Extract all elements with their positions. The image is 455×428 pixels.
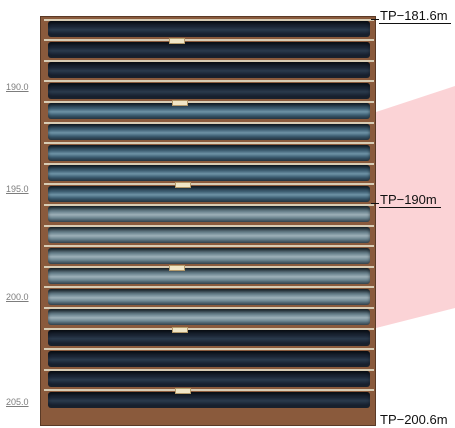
tp-middle-underline bbox=[379, 207, 441, 208]
highlight-wedge bbox=[376, 86, 455, 328]
core-row bbox=[48, 227, 370, 243]
core-row bbox=[48, 309, 370, 326]
depth-tick: 195.0 bbox=[6, 184, 29, 194]
core-row bbox=[48, 391, 370, 408]
tp-middle-leader bbox=[371, 203, 379, 204]
core-row bbox=[48, 62, 370, 79]
core-row bbox=[48, 206, 370, 223]
tp-middle-label: TP−190m bbox=[380, 192, 437, 207]
row-separator bbox=[44, 18, 374, 21]
core-row bbox=[48, 185, 370, 202]
row-separator bbox=[44, 245, 374, 248]
core-box bbox=[40, 16, 376, 426]
core-row bbox=[48, 21, 370, 37]
row-separator bbox=[44, 162, 374, 165]
row-separator bbox=[44, 224, 374, 227]
depth-tick: 190.0 bbox=[6, 82, 29, 92]
row-separator bbox=[44, 306, 374, 309]
core-row bbox=[48, 247, 370, 264]
row-separator bbox=[44, 389, 374, 392]
row-separator bbox=[44, 368, 374, 371]
depth-tick: 205.0 bbox=[6, 397, 29, 407]
tp-top-label: TP−181.6m bbox=[380, 8, 448, 23]
core-row bbox=[48, 124, 370, 140]
sample-tag bbox=[169, 264, 185, 271]
core-row bbox=[48, 371, 370, 388]
row-separator bbox=[44, 183, 374, 186]
core-row bbox=[48, 268, 370, 285]
sample-tag bbox=[169, 38, 185, 45]
sample-tag bbox=[172, 326, 188, 333]
row-separator bbox=[44, 265, 374, 268]
core-row bbox=[48, 144, 370, 161]
row-separator bbox=[44, 286, 374, 289]
tp-top-underline bbox=[379, 23, 451, 24]
row-separator bbox=[44, 327, 374, 330]
row-separator bbox=[44, 121, 374, 124]
core-row bbox=[48, 41, 370, 58]
row-separator bbox=[44, 100, 374, 103]
core-row bbox=[48, 330, 370, 346]
row-separator bbox=[44, 142, 374, 145]
sample-tag bbox=[175, 388, 191, 395]
row-separator bbox=[44, 203, 374, 206]
depth-tick: 200.0 bbox=[6, 292, 29, 302]
core-row bbox=[48, 165, 370, 182]
core-row bbox=[48, 103, 370, 120]
tp-top-leader bbox=[371, 19, 379, 20]
row-separator bbox=[44, 39, 374, 42]
sample-tag bbox=[172, 99, 188, 106]
core-row bbox=[48, 350, 370, 367]
tp-bottom-label: TP−200.6m bbox=[380, 412, 448, 427]
row-separator bbox=[44, 59, 374, 62]
core-row bbox=[48, 82, 370, 99]
row-separator bbox=[44, 80, 374, 83]
sample-tag bbox=[175, 182, 191, 189]
core-row bbox=[48, 288, 370, 305]
row-separator bbox=[44, 348, 374, 351]
